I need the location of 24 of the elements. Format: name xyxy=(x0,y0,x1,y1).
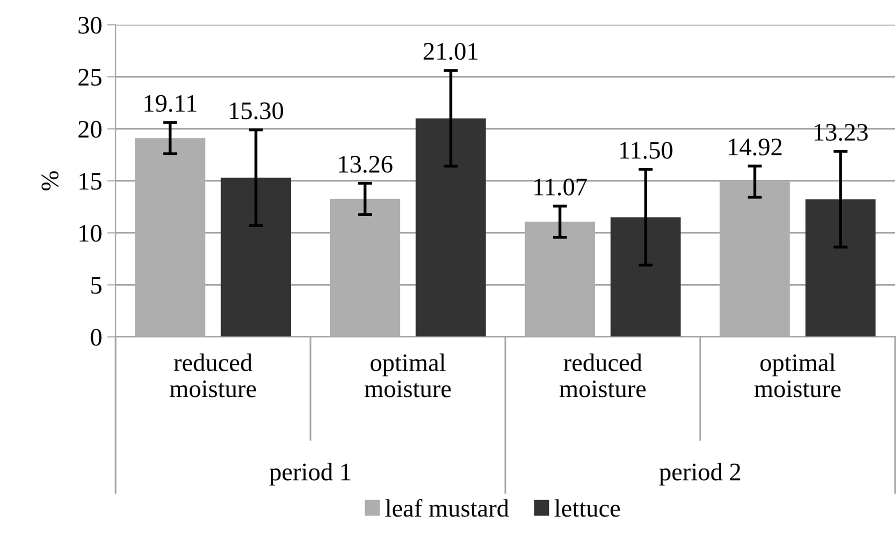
data-label: 11.50 xyxy=(620,142,672,159)
legend-label: leaf mustard xyxy=(385,498,509,517)
text: period 1 xyxy=(270,462,350,486)
y-tick-label: 30 xyxy=(78,16,102,34)
data-label: 13.23 xyxy=(814,124,868,141)
y-tick-label: 0 xyxy=(90,328,102,346)
data-label: 15.30 xyxy=(230,102,284,120)
x-tick-label: optimal moisture xyxy=(754,354,841,398)
data-label: 19.11 xyxy=(144,95,196,112)
data-label: 21.01 xyxy=(424,42,478,60)
legend-label: lettuce xyxy=(554,499,620,517)
y-tick-label: 5 xyxy=(91,277,102,294)
y-tick-label: 15 xyxy=(80,173,102,190)
data-label: 11.07 xyxy=(534,178,587,196)
data-label: 14.92 xyxy=(728,138,782,156)
data-label: 13.26 xyxy=(339,156,392,173)
x-tick-label: reduced moisture xyxy=(560,354,646,398)
y-tick-label: 25 xyxy=(78,68,102,86)
x-tick-label: reduced moisture xyxy=(170,354,256,398)
y-tick-label: 20 xyxy=(78,120,102,138)
y-axis-title: % xyxy=(42,171,59,190)
text: period 2 xyxy=(659,462,740,486)
x-tick-label: optimal moisture xyxy=(364,354,451,398)
y-tick-label: 10 xyxy=(80,224,102,242)
